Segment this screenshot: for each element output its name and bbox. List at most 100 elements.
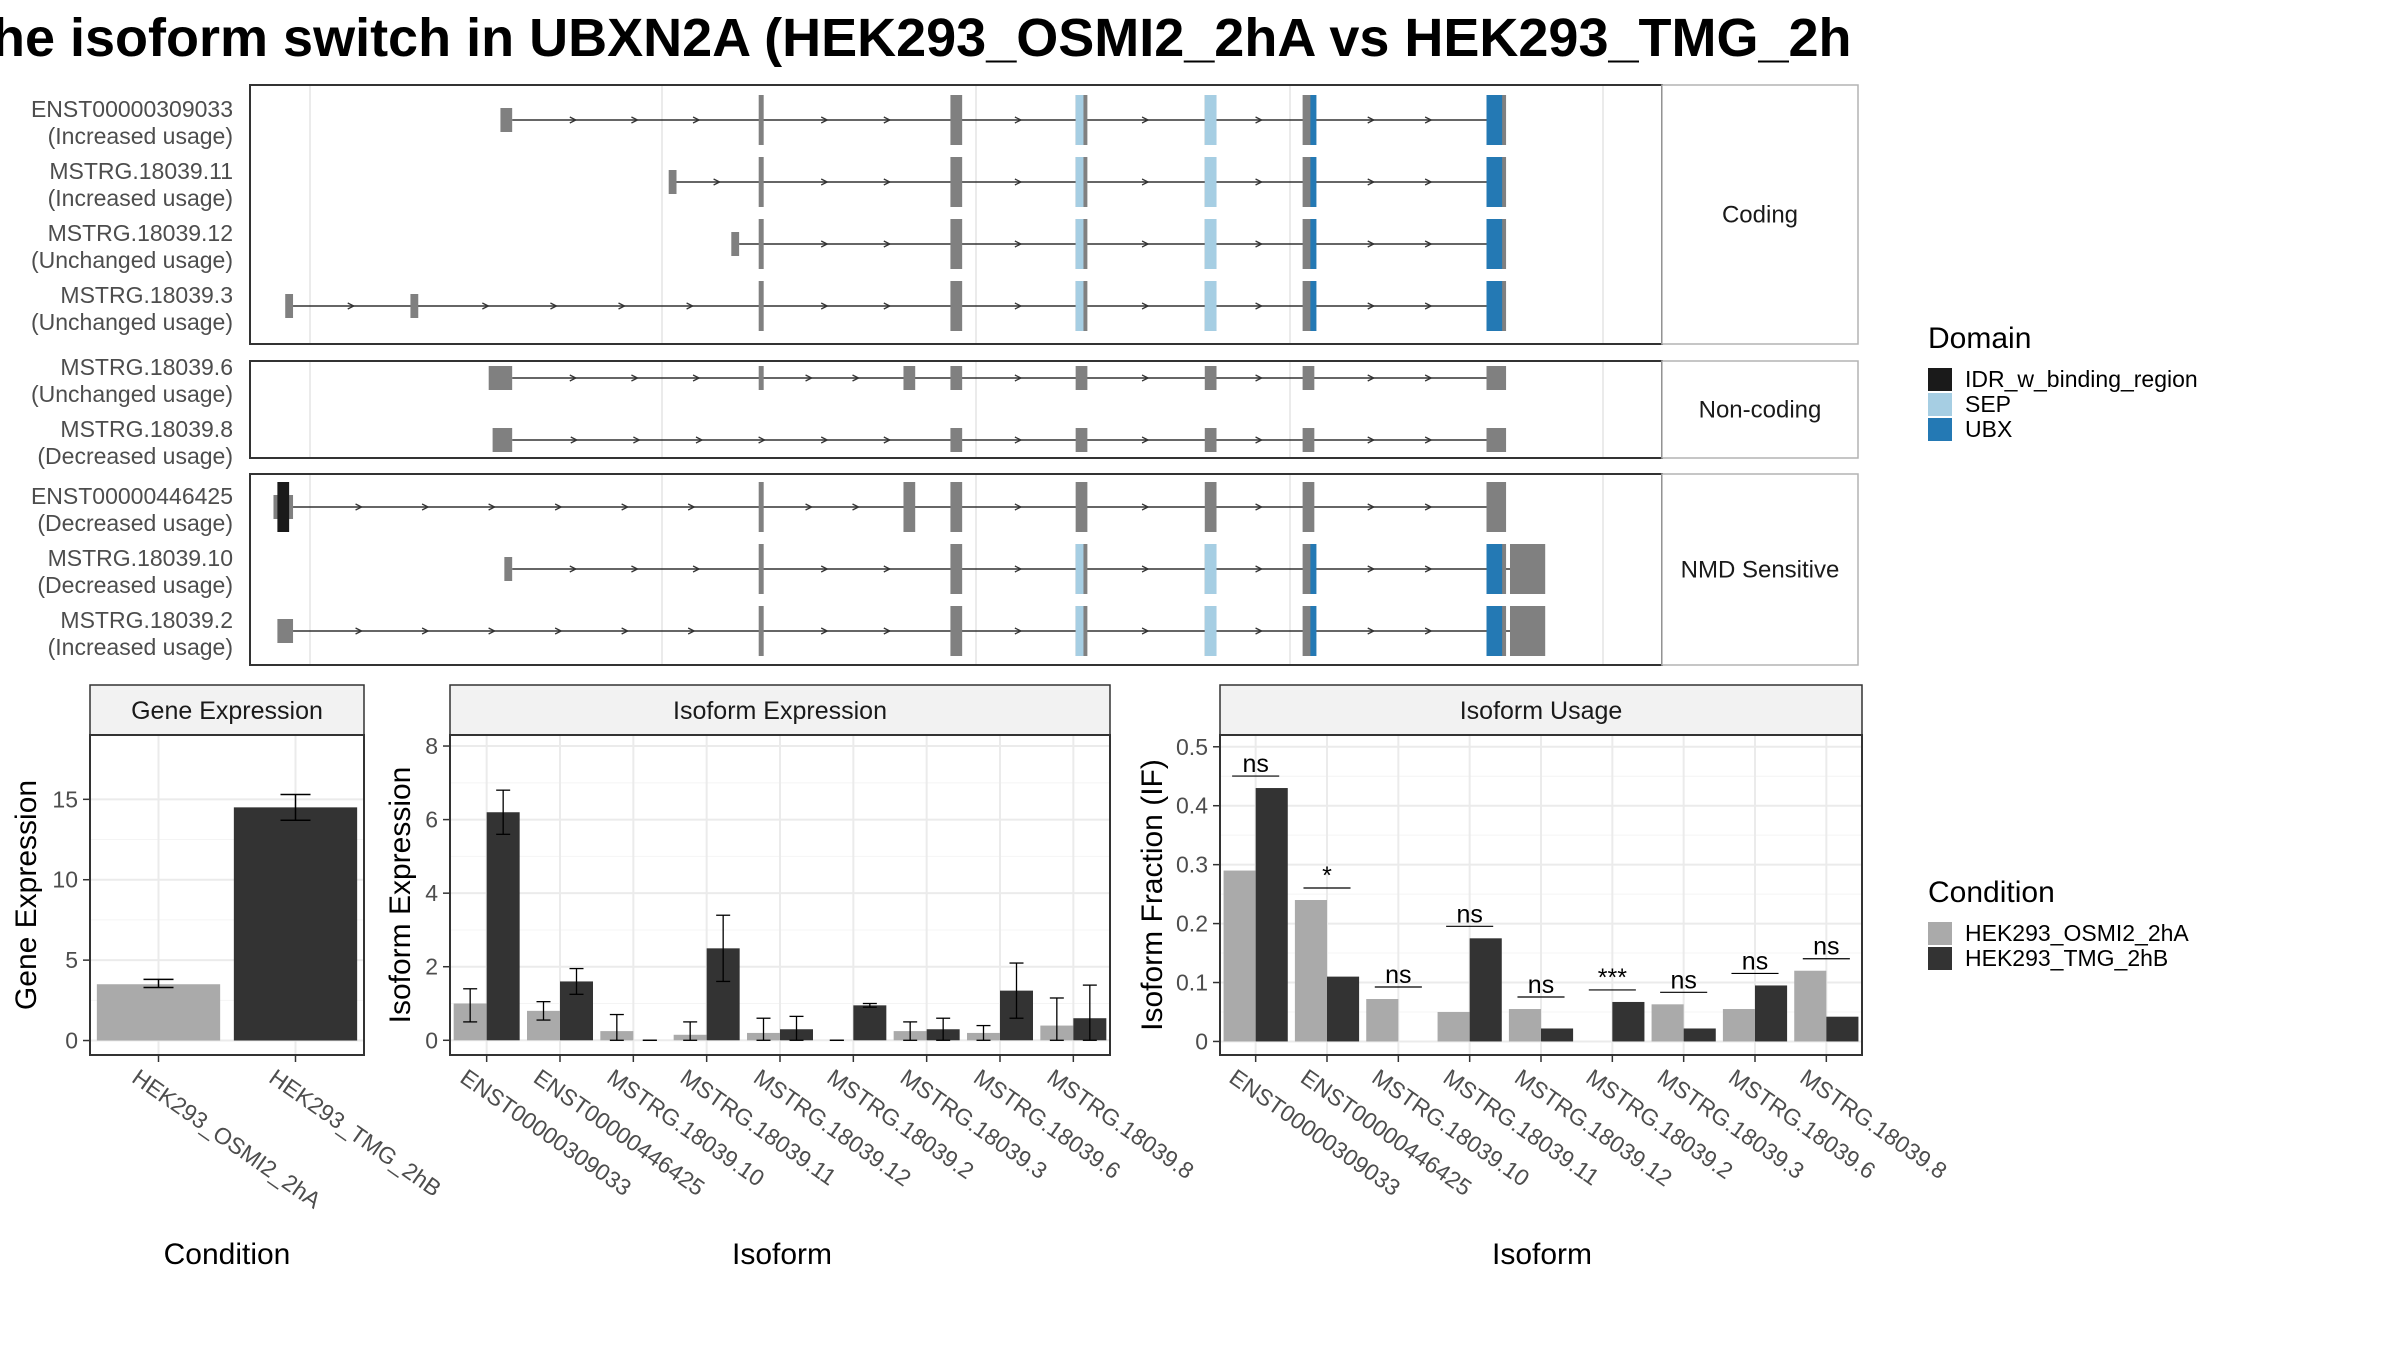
- bar-hek293-osmi2-2ha: [1366, 999, 1399, 1042]
- domain-legend-label: SEP: [1965, 391, 2011, 417]
- y-tick-label: 10: [52, 867, 78, 893]
- intron-direction-arrow: [1141, 116, 1150, 124]
- domain-ubx: [1486, 219, 1503, 269]
- bar-hek293-tmg-2hb: [1327, 976, 1360, 1042]
- isoform-track-row: MSTRG.18039.6(Unchanged usage): [31, 354, 1507, 407]
- intron-direction-arrow: [550, 302, 558, 310]
- significance-label: *: [1322, 862, 1332, 890]
- isoform-track-row: MSTRG.18039.11(Increased usage): [48, 157, 1507, 211]
- error-bar: [789, 1015, 804, 1041]
- intron-direction-arrow: [1255, 503, 1264, 511]
- exon-block: [950, 606, 963, 656]
- isoform-track-row: MSTRG.18039.12(Unchanged usage): [31, 219, 1507, 273]
- domain-ubx: [1310, 219, 1317, 269]
- bar-hek293-osmi2-2ha: [1508, 1009, 1541, 1042]
- intron-direction-arrow: [883, 240, 892, 248]
- y-tick: 0.3: [1176, 852, 1220, 878]
- domain-ubx: [1310, 95, 1317, 145]
- y-tick-label: 0.5: [1176, 734, 1208, 760]
- y-tick-label: 0.4: [1176, 793, 1208, 819]
- condition-legend-swatch: [1928, 922, 1952, 945]
- y-tick: 0.4: [1176, 793, 1220, 819]
- isoform-track-row: MSTRG.18039.3(Unchanged usage): [31, 281, 1507, 335]
- chart-title: Isoform Usage: [1460, 697, 1623, 725]
- facet-strip-label: Non-coding: [1699, 397, 1822, 424]
- intron-direction-arrow: [1424, 240, 1433, 248]
- error-bar: [280, 793, 311, 821]
- y-axis-title: Isoform Fraction (IF): [1136, 759, 1169, 1031]
- significance-label: ns: [1385, 961, 1411, 989]
- intron-direction-arrow: [569, 565, 578, 573]
- y-tick-label: 0.2: [1176, 911, 1208, 937]
- intron-direction-arrow: [1014, 240, 1023, 248]
- domain-legend-item: SEP: [1928, 391, 2011, 417]
- intron-direction-arrow: [820, 436, 829, 444]
- domain-sep: [1204, 219, 1217, 269]
- intron-direction-arrow: [1367, 436, 1376, 444]
- intron-direction-arrow: [1255, 240, 1264, 248]
- significance-label: ns: [1813, 933, 1839, 961]
- intron-direction-arrow: [820, 240, 829, 248]
- facet-strip: [1661, 473, 1859, 666]
- y-tick: 6: [425, 807, 450, 833]
- bar-hek293_tmg_2hb: [233, 807, 358, 1041]
- error-bar: [716, 914, 731, 983]
- domain-legend-title: Domain: [1928, 322, 2031, 355]
- figure-title: he isoform switch in UBXN2A (HEK293_OSMI…: [0, 8, 1852, 68]
- intron-direction-arrow: [1424, 178, 1433, 186]
- isoform-track-row: MSTRG.18039.8(Decreased usage): [37, 416, 1507, 469]
- intron-direction-arrow: [421, 503, 430, 511]
- intron-direction-arrow: [1141, 565, 1150, 573]
- condition-legend-label: HEK293_OSMI2_2hA: [1965, 920, 2189, 946]
- intron-direction-arrow: [569, 374, 578, 382]
- intron-direction-arrow: [1424, 503, 1433, 511]
- domain-sep: [1075, 544, 1084, 594]
- domain-legend-item: UBX: [1928, 416, 2012, 442]
- intron-direction-arrow: [631, 565, 639, 573]
- isoform-usage-label: (Unchanged usage): [31, 309, 233, 335]
- exon-block: [1204, 366, 1217, 390]
- exon-block: [903, 366, 916, 390]
- exon-block: [903, 482, 916, 532]
- intron-direction-arrow: [687, 503, 696, 511]
- expression-charts: Gene Expression051015HEK293_OSMI2_2hAHEK…: [10, 684, 1952, 1271]
- condition-legend-swatch: [1928, 947, 1952, 970]
- exon-block: [950, 219, 963, 269]
- isoform-id-label: MSTRG.18039.8: [60, 416, 233, 442]
- exon-block: [1302, 219, 1315, 269]
- intron-direction-arrow: [852, 374, 860, 382]
- error-bar: [463, 988, 478, 1023]
- intron-direction-arrow: [1255, 627, 1264, 635]
- exon-block: [1486, 482, 1507, 532]
- domain-sep: [1204, 544, 1217, 594]
- intron-direction-arrow: [1367, 240, 1376, 248]
- intron-direction-arrow: [1424, 627, 1433, 635]
- isoform-usage-label: (Decreased usage): [37, 510, 233, 536]
- intron-direction-arrow: [570, 436, 579, 444]
- intron-direction-arrow: [1367, 178, 1376, 186]
- significance-annotation: ns: [1660, 966, 1708, 994]
- intron-direction-arrow: [1014, 565, 1023, 573]
- exon-block: [1204, 428, 1217, 452]
- intron-direction-arrow: [695, 436, 704, 444]
- y-tick: 0.5: [1176, 734, 1220, 760]
- exon-block: [1075, 428, 1088, 452]
- intron-direction-arrow: [687, 627, 696, 635]
- y-tick-label: 0: [425, 1027, 438, 1053]
- domain-ubx: [1310, 606, 1317, 656]
- error-bar: [976, 1024, 991, 1041]
- intron-direction-arrow: [883, 302, 892, 310]
- intron-direction-arrow: [883, 565, 892, 573]
- exon-block: [950, 482, 963, 532]
- significance-annotation: ns: [1731, 947, 1779, 975]
- bar-hek293-tmg-2hb: [1826, 1016, 1859, 1042]
- exon-block: [668, 170, 677, 194]
- significance-annotation: ns: [1802, 933, 1850, 961]
- exon-block: [1302, 606, 1315, 656]
- significance-annotation: ns: [1446, 900, 1494, 928]
- domain-sep: [1075, 281, 1084, 331]
- y-tick-label: 0.1: [1176, 970, 1208, 996]
- significance-annotation: ns: [1374, 961, 1422, 989]
- intron-direction-arrow: [1255, 436, 1264, 444]
